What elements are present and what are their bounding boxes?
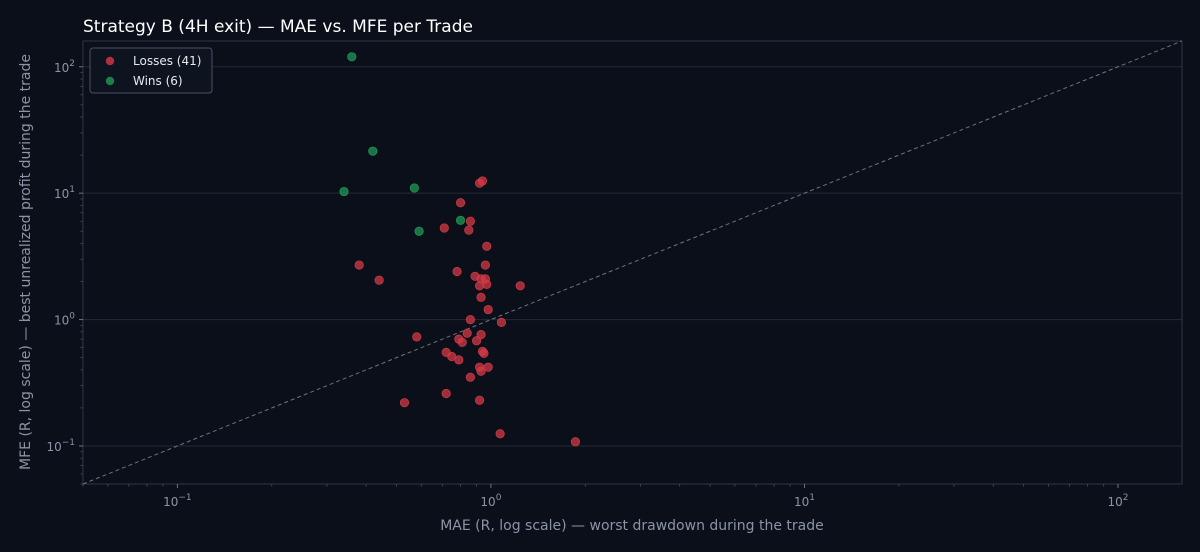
- data-point: [483, 304, 493, 315]
- data-point: [480, 260, 490, 270]
- data-point: [412, 332, 422, 342]
- x-tick-label: 100: [480, 493, 501, 509]
- data-point: [465, 314, 475, 325]
- data-point: [474, 178, 485, 188]
- data-point: [570, 437, 581, 447]
- data-point: [474, 395, 485, 405]
- data-point: [482, 241, 492, 251]
- data-point: [465, 216, 475, 226]
- series-losses: [354, 176, 581, 447]
- data-point: [347, 52, 357, 62]
- data-point: [339, 186, 349, 197]
- y-tick-label: 10−1: [46, 438, 75, 454]
- data-point: [464, 225, 474, 235]
- data-point: [476, 330, 486, 340]
- legend-box: [89, 47, 213, 94]
- y-tick-label: 101: [54, 185, 75, 201]
- data-point: [515, 281, 525, 291]
- plot-frame: [82, 40, 1183, 485]
- data-point: [476, 366, 486, 376]
- data-point: [452, 266, 462, 277]
- data-point: [496, 317, 507, 327]
- series-wins: [339, 52, 466, 236]
- legend-marker: [105, 76, 115, 86]
- legend: Losses (41) Wins (6): [89, 47, 213, 94]
- x-axis-label: MAE (R, log scale) — worst drawdown duri…: [440, 518, 824, 534]
- data-point: [479, 348, 489, 358]
- legend-marker: [105, 56, 115, 66]
- data-point: [495, 429, 505, 439]
- data-point: [368, 146, 378, 156]
- data-point: [354, 260, 364, 270]
- x-tick-label: 102: [1107, 493, 1128, 509]
- x-tick-label: 10−1: [163, 493, 192, 509]
- data-point: [457, 337, 467, 347]
- data-point: [455, 198, 466, 208]
- data-point: [441, 388, 451, 399]
- data-point: [414, 226, 424, 236]
- data-point: [374, 275, 384, 285]
- data-point: [455, 215, 466, 225]
- data-point: [409, 183, 419, 193]
- data-point: [465, 372, 475, 382]
- data-point: [462, 328, 472, 338]
- data-point: [474, 281, 485, 291]
- data-point: [439, 223, 449, 233]
- y-axis-label: MFE (R, log scale) — best unrealized pro…: [18, 54, 34, 470]
- y-tick-label: 100: [54, 312, 75, 328]
- legend-label: Wins (6): [133, 74, 183, 88]
- data-point: [399, 398, 410, 408]
- data-point: [454, 355, 464, 365]
- data-point: [471, 336, 482, 346]
- legend-label: Losses (41): [133, 54, 201, 68]
- chart-title: Strategy B (4H exit) — MAE vs. MFE per T…: [83, 17, 473, 37]
- plot-area: 10−1 100 101 102 10−1 100 101 102: [46, 40, 1183, 509]
- x-tick-label: 101: [794, 493, 815, 509]
- y-tick-label: 102: [54, 59, 75, 75]
- data-point: [476, 292, 486, 302]
- reference-line-y-equals-x: [82, 40, 1183, 485]
